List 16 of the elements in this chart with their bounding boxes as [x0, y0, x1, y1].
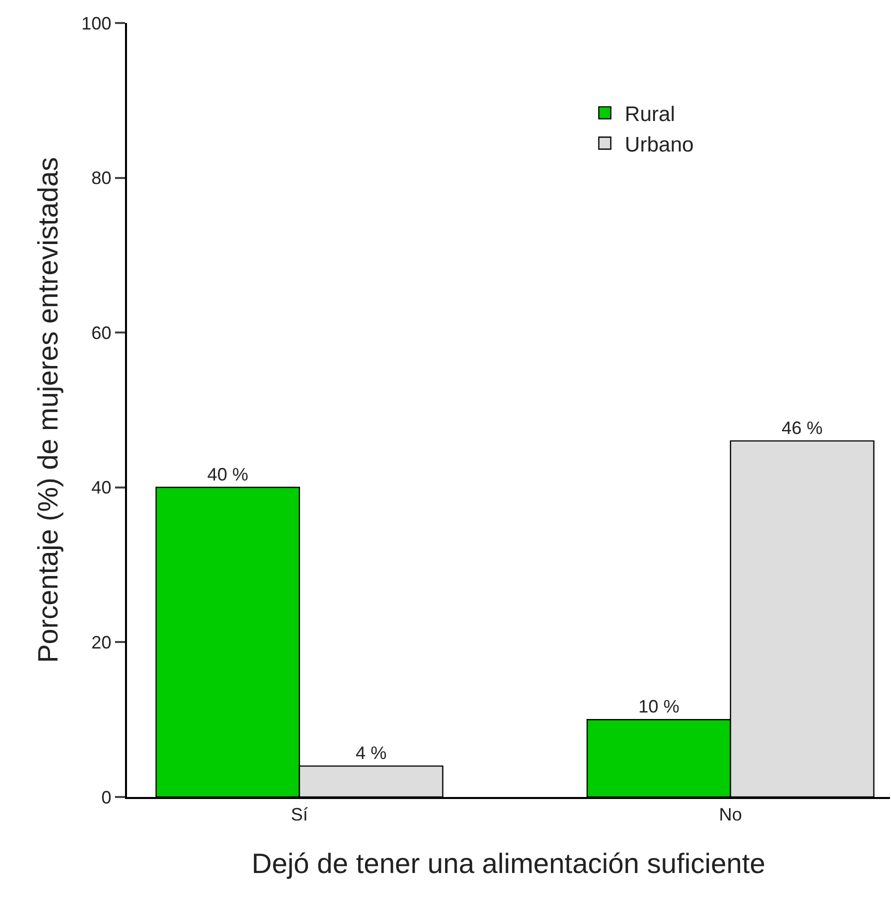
y-tick-label: 20	[91, 632, 112, 652]
data-label: 40 %	[207, 464, 248, 484]
data-label: 46 %	[782, 418, 823, 438]
x-tick-label: No	[718, 804, 742, 825]
legend-label: Urbano	[624, 133, 694, 156]
x-axis-title: Dejó de tener una alimentación suficiente	[252, 848, 766, 880]
y-tick-label: 40	[91, 478, 112, 498]
y-tick-label: 100	[81, 13, 112, 34]
y-axis-title: Porcentaje (%) de mujeres entrevistadas	[32, 157, 64, 663]
data-label: 10 %	[638, 696, 680, 717]
y-tick-label: 60	[91, 322, 112, 343]
x-tick-label: Sí	[290, 804, 308, 825]
data-label: 4 %	[356, 743, 387, 764]
y-tick-label: 0	[101, 787, 112, 808]
legend-label: Rural	[624, 103, 675, 126]
y-tick-label: 80	[91, 168, 112, 188]
